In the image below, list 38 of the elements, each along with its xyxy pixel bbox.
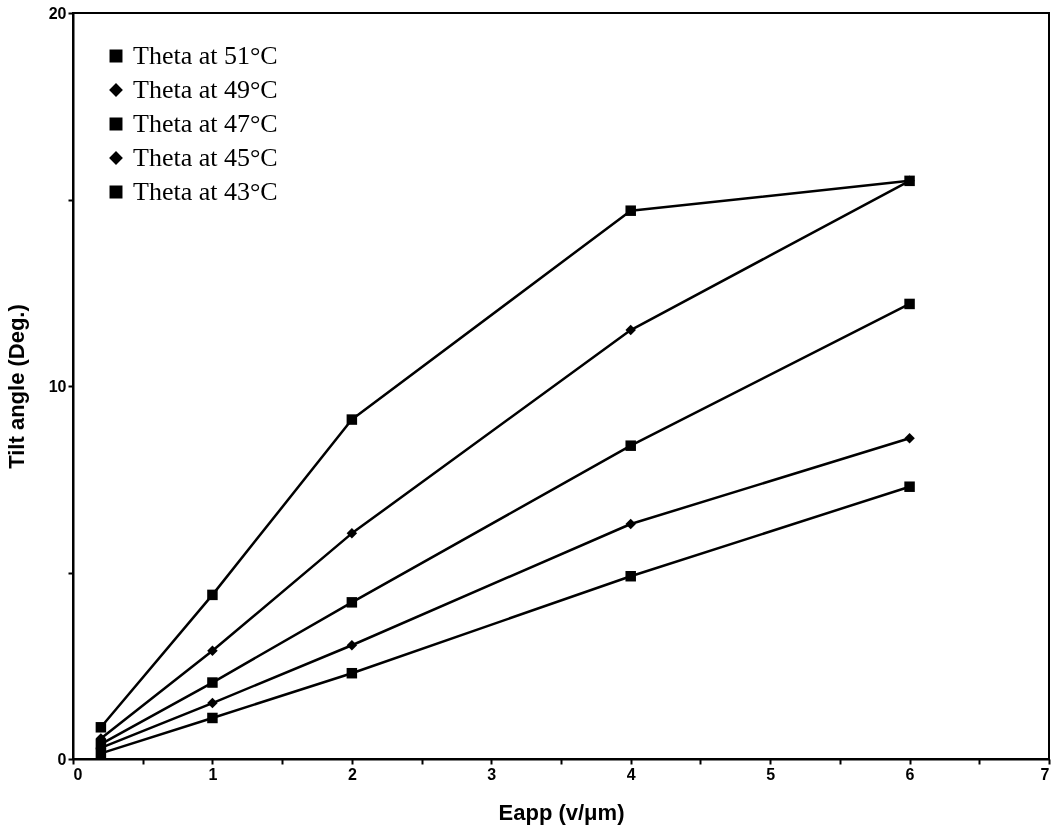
point — [904, 175, 915, 187]
legend-label: Theta at 43°C — [133, 177, 278, 206]
x-tick-label: 5 — [766, 765, 776, 783]
point — [904, 298, 915, 310]
point — [207, 645, 218, 657]
point — [346, 414, 358, 425]
y-axis-title: Tilt angle (Deg.) — [3, 304, 29, 469]
point — [346, 528, 358, 539]
x-tick-label: 7 — [1040, 765, 1050, 783]
legend-label: Theta at 49°C — [133, 75, 278, 104]
x-tick-label: 3 — [487, 765, 497, 783]
x-tick-label: 6 — [905, 765, 915, 783]
legend-label: Theta at 45°C — [133, 143, 278, 172]
point — [207, 712, 218, 724]
legend-label: Theta at 51°C — [133, 41, 278, 70]
point — [207, 677, 218, 688]
point — [625, 205, 636, 216]
point — [625, 324, 636, 336]
point — [207, 697, 218, 709]
x-tick-label: 1 — [208, 765, 218, 783]
x-tick-label: 0 — [73, 765, 83, 783]
y-tick-label: 10 — [48, 377, 67, 395]
point — [904, 481, 915, 492]
point — [207, 589, 218, 601]
point — [95, 722, 107, 733]
point — [625, 570, 636, 582]
legend-label: Theta at 47°C — [133, 109, 278, 138]
point — [625, 440, 636, 451]
x-tick-label: 2 — [347, 765, 357, 783]
point — [904, 432, 915, 444]
y-tick-label: 20 — [48, 4, 67, 22]
x-tick-label: 4 — [626, 765, 636, 783]
point — [625, 518, 636, 530]
y-tick-label: 0 — [57, 750, 67, 768]
x-axis-title: Eapp (v/μm) — [498, 799, 625, 825]
point — [346, 639, 358, 651]
point — [346, 597, 358, 608]
point — [346, 667, 358, 679]
